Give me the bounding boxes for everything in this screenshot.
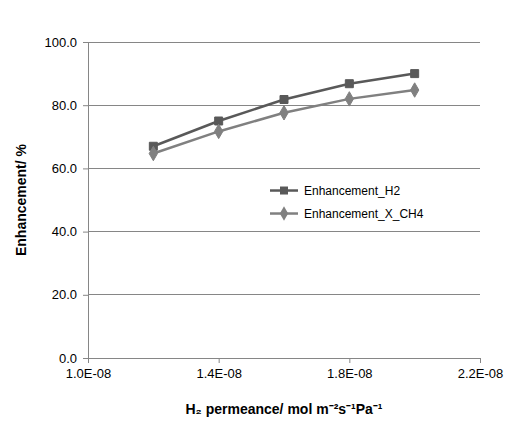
grid [88, 42, 480, 358]
series-marker [149, 146, 157, 160]
y-tick: 100.0 [44, 35, 88, 50]
grid-line [88, 42, 480, 43]
series-line [153, 90, 414, 154]
x-tick-label: 1.0E-08 [66, 366, 112, 381]
legend-item: Enhancement_X_CH4 [270, 206, 424, 220]
series-marker [280, 96, 288, 104]
y-tick-mark [83, 105, 88, 106]
x-tick-label: 2.2E-08 [458, 366, 504, 381]
y-tick: 0.0 [59, 351, 88, 366]
y-tick: 80.0 [52, 98, 88, 113]
plot-area: 1.0E-08 1.4E-08 1.8E-08 2.2E-08 0.0 20.0 40.0 6… [44, 35, 503, 382]
y-axis-line [83, 43, 89, 359]
legend-label: Enhancement_H2 [304, 184, 400, 198]
series-marker [411, 70, 419, 78]
legend-label: Enhancement_X_CH4 [304, 207, 424, 221]
x-tick-mark [480, 358, 481, 363]
grid-line [88, 294, 480, 295]
y-tick: 40.0 [52, 224, 88, 239]
series-marker [345, 92, 353, 106]
x-tick: 1.8E-08 [327, 358, 373, 381]
y-tick-label: 0.0 [59, 351, 77, 366]
y-tick-label: 40.0 [52, 224, 77, 239]
y-tick-label: 80.0 [52, 98, 77, 113]
x-tick-mark [349, 358, 350, 363]
x-tick-label: 1.4E-08 [196, 366, 242, 381]
x-axis-line [89, 359, 481, 364]
y-tick-label: 60.0 [52, 161, 77, 176]
y-tick-mark [83, 232, 88, 233]
series-marker [215, 124, 223, 138]
x-tick-mark [219, 358, 220, 363]
legend-marker [280, 206, 288, 220]
series-group [149, 70, 419, 161]
y-axis-title: Enhancement/ % [13, 143, 29, 256]
legend: Enhancement_H2 Enhancement_X_CH4 [270, 184, 424, 221]
legend-marker [280, 187, 288, 195]
x-axis: 1.0E-08 1.4E-08 1.8E-08 2.2E-08 [66, 358, 504, 381]
series-marker [411, 83, 419, 97]
y-tick: 60.0 [52, 161, 88, 176]
grid-line [88, 231, 480, 232]
x-axis-title: H₂ permeance/ mol m⁻²s⁻¹Pa⁻¹ [185, 401, 382, 417]
series-line [153, 74, 414, 147]
x-tick-label: 1.8E-08 [327, 366, 373, 381]
y-tick-label: 100.0 [44, 35, 77, 50]
x-tick: 1.4E-08 [196, 358, 242, 381]
grid-line [88, 168, 480, 169]
y-tick-mark [83, 42, 88, 43]
x-tick: 2.2E-08 [458, 358, 504, 381]
y-tick-mark [83, 358, 88, 359]
y-tick-label: 20.0 [52, 287, 77, 302]
y-tick-mark [83, 295, 88, 296]
y-tick: 20.0 [52, 287, 88, 302]
series-marker [280, 106, 288, 120]
y-axis: 0.0 20.0 40.0 60.0 80.0 100.0 [44, 35, 88, 366]
legend-item: Enhancement_H2 [270, 184, 400, 198]
series-marker [345, 80, 353, 88]
y-tick-mark [83, 168, 88, 169]
chart: 1.0E-08 1.4E-08 1.8E-08 2.2E-08 0.0 20.0 40.0 6… [0, 0, 531, 432]
